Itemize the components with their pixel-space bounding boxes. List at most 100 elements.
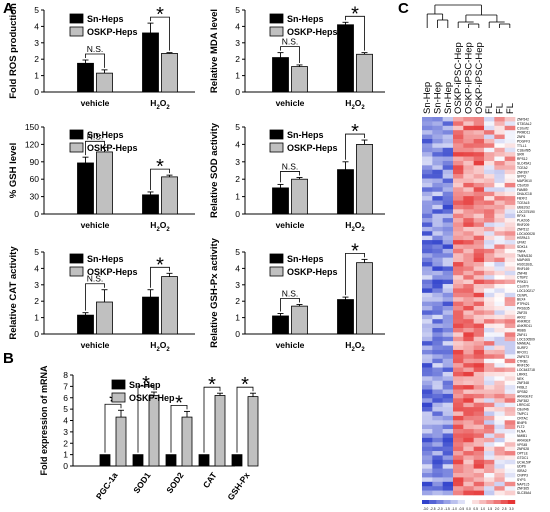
heatmap-cell bbox=[473, 253, 485, 258]
heatmap-cell bbox=[432, 367, 443, 373]
heatmap-cell bbox=[422, 178, 433, 184]
heatmap-cell bbox=[494, 121, 505, 127]
column-label: FL bbox=[495, 103, 506, 114]
heatmap-cell bbox=[442, 442, 454, 447]
heatmap-cell bbox=[484, 196, 495, 201]
heatmap-cell bbox=[473, 393, 485, 399]
heatmap-cell bbox=[422, 464, 433, 469]
heatmap-cell bbox=[432, 262, 443, 267]
heatmap-cell bbox=[432, 319, 443, 324]
heatmap-cell bbox=[422, 367, 433, 373]
heatmap-cell bbox=[432, 222, 443, 228]
heatmap-cell bbox=[494, 226, 505, 232]
heatmap-cell bbox=[432, 301, 443, 307]
heatmap-cell bbox=[494, 415, 505, 421]
heatmap-cell bbox=[463, 420, 474, 425]
heatmap-cell bbox=[504, 130, 516, 135]
heatmap-cell bbox=[494, 389, 505, 395]
heatmap-cell bbox=[494, 424, 505, 430]
gene-label: NMIB1 bbox=[517, 434, 527, 438]
heatmap-cell bbox=[463, 481, 474, 487]
gene-label: C18orf85 bbox=[517, 148, 531, 152]
heatmap-cell bbox=[494, 257, 505, 263]
gene-label: ARX2 bbox=[517, 315, 526, 319]
y-tick-label: 1 bbox=[235, 313, 240, 323]
heatmap-cell bbox=[453, 288, 464, 294]
heatmap-cell bbox=[504, 314, 516, 320]
gene-label: ARHGEF2 bbox=[517, 394, 533, 398]
gene-label: CENPL bbox=[517, 293, 528, 297]
heatmap-cell bbox=[453, 182, 464, 188]
heatmap-cell bbox=[432, 248, 443, 254]
gene-label: ZNF365 bbox=[517, 487, 529, 491]
heatmap-cell bbox=[494, 349, 505, 355]
heatmap-cell bbox=[484, 389, 495, 395]
heatmap-cell bbox=[473, 349, 485, 355]
heatmap-cell bbox=[432, 393, 443, 399]
heatmap-cell bbox=[463, 468, 474, 474]
heatmap-cell bbox=[453, 297, 464, 302]
heatmap-cell bbox=[432, 147, 443, 153]
heatmap-cell bbox=[484, 244, 495, 250]
heatmap-cell bbox=[463, 218, 474, 223]
gene-label: LOC100217 bbox=[517, 289, 535, 293]
x-tick-label: SOD1 bbox=[131, 470, 153, 495]
heatmap-cell bbox=[432, 160, 443, 166]
heatmap-cell bbox=[463, 204, 474, 210]
heatmap-cell bbox=[504, 253, 516, 258]
heatmap-cell bbox=[453, 130, 464, 135]
gene-label: MAP3K10 bbox=[517, 179, 532, 183]
heatmap-cell bbox=[494, 341, 505, 346]
bar-oskp-hep-1 bbox=[148, 395, 160, 467]
heatmap-cell bbox=[453, 213, 464, 219]
colorbar-swatch bbox=[479, 500, 487, 504]
x-tick-label: vehicle bbox=[81, 220, 110, 230]
heatmap-cell bbox=[432, 152, 443, 157]
gene-label: LRRC4C bbox=[517, 403, 531, 407]
heatmap-cell bbox=[442, 301, 454, 307]
gene-label: ANKRD11 bbox=[517, 324, 532, 328]
y-tick-label: 4 bbox=[34, 21, 39, 31]
heatmap-cell bbox=[422, 420, 433, 425]
heatmap-cell bbox=[453, 240, 464, 245]
heatmap-cell bbox=[422, 424, 433, 430]
heatmap-cell bbox=[473, 257, 485, 263]
gene-label: UFM2 bbox=[517, 241, 526, 245]
heatmap-cell bbox=[494, 393, 505, 399]
bar-oskp-heps-1 bbox=[356, 143, 373, 215]
bar-oskp-hep-0 bbox=[115, 416, 127, 467]
bar-sn-hep-2 bbox=[165, 454, 177, 467]
heatmap-cell bbox=[484, 288, 495, 294]
heatmap-cell bbox=[463, 407, 474, 412]
heatmap-cell bbox=[494, 407, 505, 412]
heatmap-cell bbox=[442, 437, 454, 443]
heatmap-cell bbox=[473, 138, 485, 144]
heatmap-cell bbox=[453, 310, 464, 316]
gene-label: FLNA bbox=[517, 430, 526, 434]
heatmap-cell bbox=[453, 244, 464, 250]
gene-label: CTBP2 bbox=[517, 276, 528, 280]
heatmap-cell bbox=[504, 420, 516, 425]
heatmap-cell bbox=[442, 468, 454, 474]
bar-sn-heps-0 bbox=[272, 315, 289, 335]
heatmap-cell bbox=[442, 341, 454, 346]
heatmap-cell bbox=[504, 451, 516, 456]
heatmap-cell bbox=[442, 288, 454, 294]
heatmap-cell bbox=[422, 270, 433, 276]
heatmap-cell bbox=[473, 314, 485, 320]
heatmap-cell bbox=[494, 380, 505, 386]
y-axis-label: Relative MDA level bbox=[209, 9, 220, 93]
heatmap-cell bbox=[473, 270, 485, 276]
heatmap-cell bbox=[453, 121, 464, 127]
gene-label: PDGFF3 bbox=[517, 139, 530, 143]
heatmap-cell bbox=[453, 187, 464, 193]
heatmap-cell bbox=[442, 178, 454, 184]
heatmap-cell bbox=[432, 341, 443, 346]
gene-label: ZNF673 bbox=[517, 355, 529, 359]
heatmap-cell bbox=[504, 473, 516, 478]
legend-label: OSKP-Heps bbox=[87, 27, 138, 37]
heatmap-cell bbox=[484, 270, 495, 276]
heatmap-cell bbox=[484, 182, 495, 188]
heatmap-cell bbox=[504, 411, 516, 417]
heatmap-cell bbox=[473, 376, 485, 382]
